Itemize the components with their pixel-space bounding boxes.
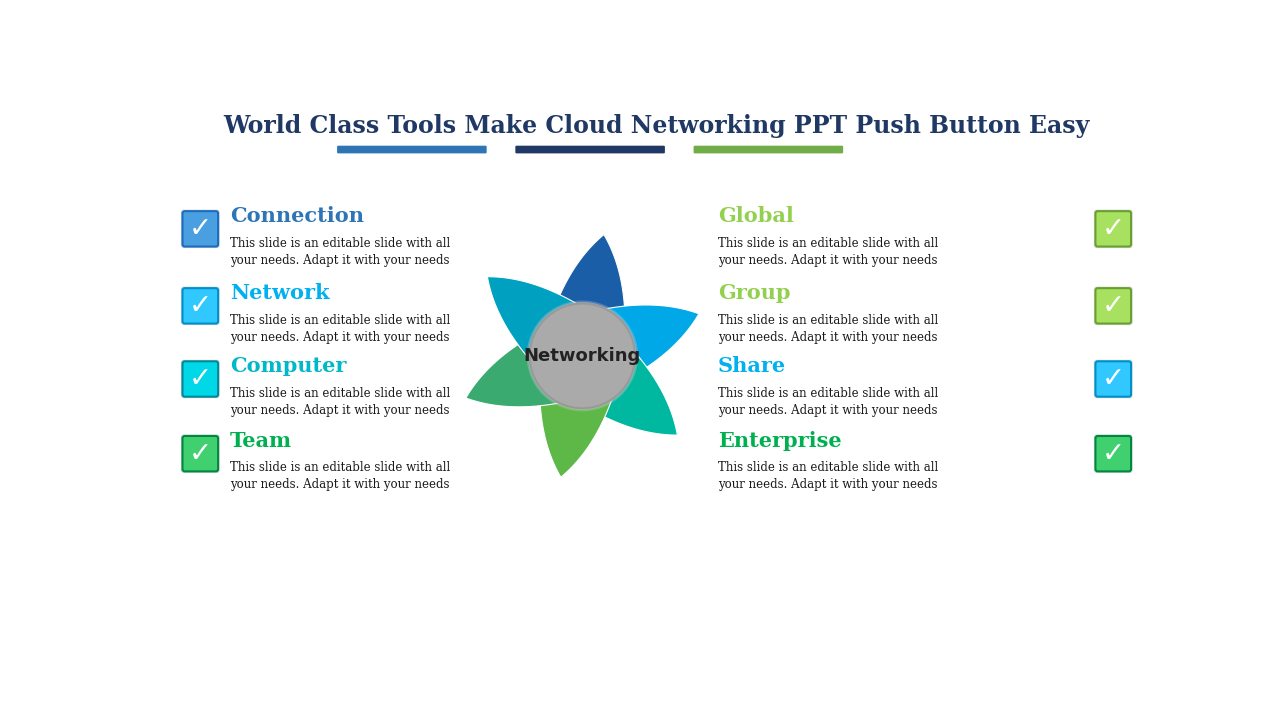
Text: World Class Tools Make Cloud Networking PPT Push Button Easy: World Class Tools Make Cloud Networking … bbox=[223, 114, 1089, 138]
Text: Enterprise: Enterprise bbox=[718, 431, 842, 451]
Text: This slide is an editable slide with all
your needs. Adapt it with your needs: This slide is an editable slide with all… bbox=[229, 313, 451, 343]
FancyBboxPatch shape bbox=[516, 145, 664, 153]
Text: ✓: ✓ bbox=[188, 440, 212, 468]
Text: ✓: ✓ bbox=[1102, 215, 1125, 243]
FancyBboxPatch shape bbox=[180, 434, 220, 473]
FancyBboxPatch shape bbox=[1096, 436, 1132, 472]
Polygon shape bbox=[543, 235, 625, 363]
Text: ✓: ✓ bbox=[1102, 365, 1125, 393]
Polygon shape bbox=[568, 305, 699, 394]
FancyBboxPatch shape bbox=[180, 360, 220, 398]
FancyBboxPatch shape bbox=[1096, 288, 1132, 323]
Circle shape bbox=[526, 300, 639, 411]
FancyBboxPatch shape bbox=[183, 436, 218, 472]
Circle shape bbox=[530, 304, 635, 408]
Text: Connection: Connection bbox=[229, 206, 364, 226]
Text: ✓: ✓ bbox=[188, 292, 212, 320]
Text: This slide is an editable slide with all
your needs. Adapt it with your needs: This slide is an editable slide with all… bbox=[229, 387, 451, 417]
FancyBboxPatch shape bbox=[1094, 360, 1133, 398]
Text: This slide is an editable slide with all
your needs. Adapt it with your needs: This slide is an editable slide with all… bbox=[718, 237, 938, 266]
Polygon shape bbox=[557, 325, 677, 435]
FancyBboxPatch shape bbox=[183, 361, 218, 397]
Text: This slide is an editable slide with all
your needs. Adapt it with your needs: This slide is an editable slide with all… bbox=[229, 462, 451, 491]
FancyBboxPatch shape bbox=[1094, 434, 1133, 473]
Text: Network: Network bbox=[229, 283, 329, 302]
Text: Computer: Computer bbox=[229, 356, 346, 376]
Text: ✓: ✓ bbox=[188, 365, 212, 393]
FancyBboxPatch shape bbox=[183, 288, 218, 323]
Polygon shape bbox=[540, 349, 622, 477]
Circle shape bbox=[529, 302, 636, 410]
Text: This slide is an editable slide with all
your needs. Adapt it with your needs: This slide is an editable slide with all… bbox=[718, 313, 938, 343]
FancyBboxPatch shape bbox=[1094, 210, 1133, 248]
FancyBboxPatch shape bbox=[1096, 361, 1132, 397]
FancyBboxPatch shape bbox=[337, 145, 486, 153]
Text: Networking: Networking bbox=[524, 347, 641, 365]
FancyBboxPatch shape bbox=[1096, 211, 1132, 246]
Text: Global: Global bbox=[718, 206, 794, 226]
FancyBboxPatch shape bbox=[694, 145, 844, 153]
Text: Group: Group bbox=[718, 283, 791, 302]
Polygon shape bbox=[488, 276, 608, 387]
Text: ✓: ✓ bbox=[188, 215, 212, 243]
Text: This slide is an editable slide with all
your needs. Adapt it with your needs: This slide is an editable slide with all… bbox=[229, 237, 451, 266]
Text: ✓: ✓ bbox=[1102, 440, 1125, 468]
FancyBboxPatch shape bbox=[183, 211, 218, 246]
Text: This slide is an editable slide with all
your needs. Adapt it with your needs: This slide is an editable slide with all… bbox=[718, 387, 938, 417]
Text: Team: Team bbox=[229, 431, 292, 451]
FancyBboxPatch shape bbox=[180, 287, 220, 325]
Text: This slide is an editable slide with all
your needs. Adapt it with your needs: This slide is an editable slide with all… bbox=[718, 462, 938, 491]
FancyBboxPatch shape bbox=[180, 210, 220, 248]
FancyBboxPatch shape bbox=[1094, 287, 1133, 325]
Polygon shape bbox=[466, 318, 596, 407]
Text: Share: Share bbox=[718, 356, 786, 376]
Text: ✓: ✓ bbox=[1102, 292, 1125, 320]
